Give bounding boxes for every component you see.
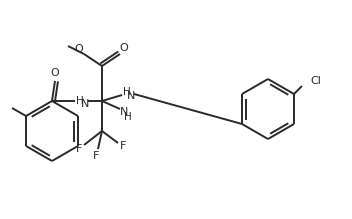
Text: Cl: Cl	[310, 76, 321, 86]
Text: H: H	[124, 112, 132, 122]
Text: F: F	[76, 144, 82, 154]
Text: N: N	[120, 107, 128, 117]
Text: N: N	[81, 99, 89, 109]
Text: O: O	[120, 43, 128, 53]
Text: F: F	[120, 141, 126, 151]
Text: N: N	[127, 91, 135, 101]
Text: O: O	[51, 68, 59, 78]
Text: F: F	[93, 151, 99, 161]
Text: H: H	[123, 87, 131, 97]
Text: H: H	[76, 96, 84, 106]
Text: O: O	[75, 44, 83, 54]
